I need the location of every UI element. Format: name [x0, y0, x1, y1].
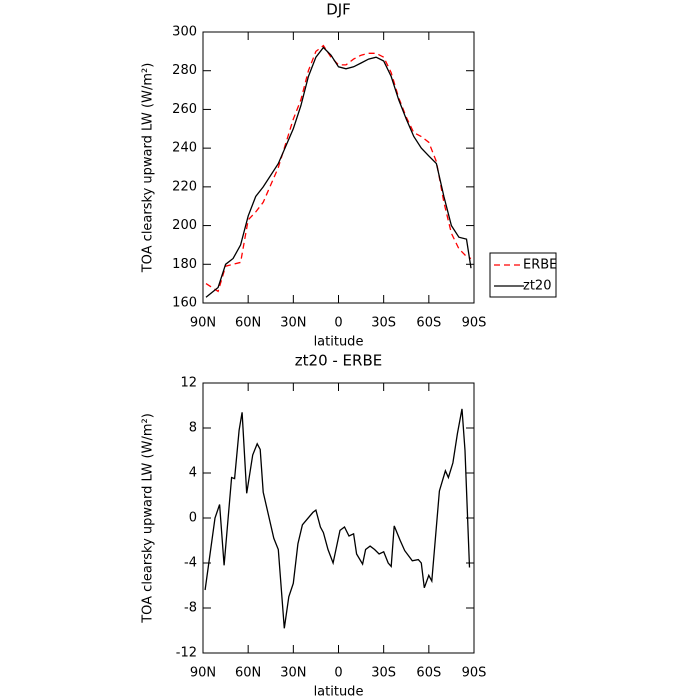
y-tick-label: 160 [172, 296, 197, 311]
x-tick-label: 60S [416, 316, 441, 331]
legend-box [489, 252, 557, 298]
plot-frame [202, 382, 475, 654]
x-axis-label: latitude [314, 685, 364, 700]
y-tick-label: 180 [172, 257, 197, 272]
x-tick-label: 60N [235, 666, 261, 681]
y-tick-label: 4 [189, 466, 197, 481]
x-axis-label: latitude [314, 335, 364, 350]
y-tick-label: -12 [176, 646, 197, 661]
y-axis-label: TOA clearsky upward LW (W/m²) [141, 63, 156, 274]
x-tick-label: 60S [416, 666, 441, 681]
series-line [204, 408, 471, 629]
x-tick-label: 30N [280, 316, 306, 331]
x-tick-label: 60N [235, 316, 261, 331]
series-line [205, 46, 472, 298]
series-line [205, 44, 472, 293]
y-tick-label: 260 [172, 102, 197, 117]
x-tick-label: 90S [462, 666, 487, 681]
x-tick-label: 30S [371, 666, 396, 681]
y-tick-label: -8 [184, 601, 197, 616]
y-tick-label: 300 [172, 25, 197, 40]
y-tick-label: 0 [189, 511, 197, 526]
plot-frame [202, 31, 475, 304]
y-tick-label: 8 [189, 421, 197, 436]
legend-label: ERBE [523, 258, 557, 273]
y-tick-label: 200 [172, 218, 197, 233]
legend-label: zt20 [523, 279, 551, 294]
y-tick-label: -4 [184, 556, 197, 571]
x-tick-label: 0 [334, 666, 342, 681]
x-tick-label: 90N [190, 666, 216, 681]
x-tick-label: 90S [462, 316, 487, 331]
y-tick-label: 240 [172, 141, 197, 156]
chart-title: DJF [326, 1, 351, 19]
y-axis-label: TOA clearsky upward LW (W/m²) [141, 413, 156, 624]
y-tick-label: 220 [172, 179, 197, 194]
x-tick-label: 90N [190, 316, 216, 331]
x-tick-label: 30S [371, 316, 396, 331]
x-tick-label: 0 [334, 316, 342, 331]
x-tick-label: 30N [280, 666, 306, 681]
y-tick-label: 12 [180, 376, 197, 391]
y-tick-label: 280 [172, 63, 197, 78]
chart-title: zt20 - ERBE [295, 352, 382, 370]
